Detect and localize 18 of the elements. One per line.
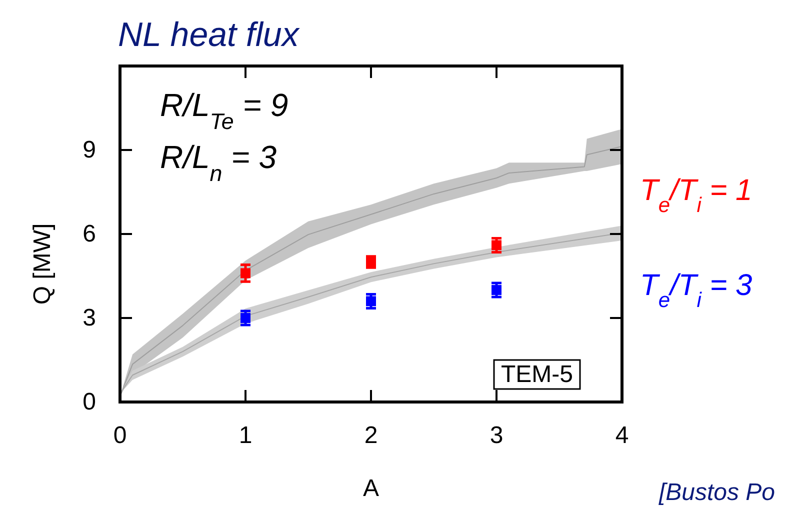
- text: T$_{e}$/T$_{i}$ = 1: [640, 174, 752, 216]
- annotation: TEM-5: [501, 361, 573, 388]
- text: [Bustos Po: [658, 479, 775, 506]
- y-axis-title: Q [MW]: [29, 223, 56, 305]
- annotation: R/L$_{Te}$ = 9: [160, 87, 288, 134]
- chart-title: NL heat flux: [118, 16, 300, 54]
- annotation: R/L$_{n}$ = 3: [160, 139, 277, 186]
- x-tick-label: 0: [113, 422, 127, 450]
- x-tick-label: 4: [615, 422, 629, 450]
- text: T$_{e}$/T$_{i}$ = 3: [640, 269, 753, 312]
- x-tick-label: 1: [238, 422, 252, 450]
- x-axis-title: A: [362, 475, 380, 502]
- y-tick-label: 6: [82, 220, 96, 248]
- y-tick-label: 3: [82, 304, 96, 332]
- x-tick-label: 2: [364, 422, 378, 450]
- y-tick-label: 9: [82, 136, 96, 164]
- x-tick-label: 3: [490, 422, 504, 450]
- y-tick-label: 0: [82, 388, 96, 416]
